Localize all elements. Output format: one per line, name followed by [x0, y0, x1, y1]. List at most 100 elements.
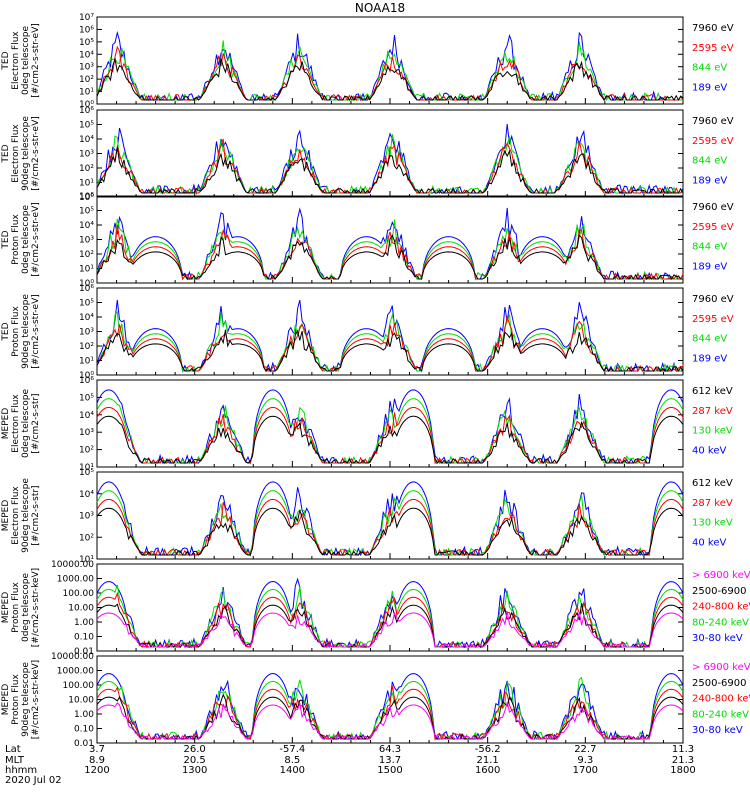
legend-entry: > 6900 keV	[692, 662, 750, 673]
footer-value: 1600	[475, 765, 500, 776]
legend: 612 keV 287 keV 130 keV 40 keV	[692, 478, 733, 548]
legend: 7960 eV 2595 eV 844 eV 189 eV	[692, 294, 734, 364]
y-label-line: MEPED	[1, 592, 11, 624]
y-label-line: MEPED	[1, 408, 11, 440]
panel-5: 10¹ 10² 10³ 10⁴ 10⁵ 10⁶ MEPED Electron Flux 0deg…	[1, 376, 733, 473]
y-label-line: Proton Flux	[11, 674, 21, 725]
footer-value: 64.3	[379, 744, 401, 755]
footer-value: 8.5	[284, 755, 300, 766]
series	[96, 577, 684, 649]
panel-frame	[96, 287, 684, 376]
series-trace	[96, 398, 684, 465]
legend-entry: 612 keV	[692, 478, 733, 489]
y-label-line: TED	[1, 322, 11, 341]
y-label-line: 90deg telescope	[21, 116, 31, 191]
y-axis-label: TED Electron Flux 0deg telescope [#/cm2-s-s…	[1, 23, 41, 98]
y-tick-label: 10¹	[79, 265, 94, 275]
y-tick-label: 10³	[79, 150, 94, 160]
legend-entry: 2595 eV	[692, 43, 734, 54]
y-axis-label: MEPED Electron Flux 0deg telescope [#/cm2-s…	[1, 389, 41, 459]
panel-8: 0.01 0.10 1.00 10.00 100.00 1000.00 10000.00 ME…	[1, 652, 750, 749]
y-label-line: TED	[1, 144, 11, 163]
footer-value: 26.0	[184, 744, 206, 755]
legend-entry: 189 eV	[692, 353, 727, 364]
y-tick-label: 10⁴	[79, 490, 94, 500]
legend: 7960 eV 2595 eV 844 eV 189 eV	[692, 23, 734, 93]
y-tick-label: 10²	[79, 250, 94, 260]
y-tick-label: 10³	[79, 328, 94, 338]
legend-entry: > 6900 keV	[692, 570, 750, 581]
legend-entry: 2595 eV	[692, 314, 734, 325]
series-trace	[96, 490, 684, 557]
footer-row-label: MLT	[5, 755, 25, 766]
series-trace	[96, 30, 683, 102]
series	[96, 389, 684, 465]
footer-value: 9.3	[577, 755, 593, 766]
series-trace	[96, 45, 684, 102]
y-tick-label: 10²	[79, 446, 94, 456]
legend-entry: 844 eV	[692, 242, 727, 253]
legend-entry: 130 keV	[692, 426, 733, 437]
series-trace	[96, 676, 684, 741]
panel-frame	[96, 16, 684, 105]
y-tick-label: 10⁵	[79, 393, 94, 403]
footer-value: 1500	[377, 765, 402, 776]
y-tick-label: 10⁰	[79, 371, 94, 381]
y-axis-label: TED Electron Flux 90deg telescope [#/cm2-s-…	[1, 116, 41, 191]
y-tick-label: 10³	[79, 63, 94, 73]
y-label-line: [#/cm2-s-str-eV]	[31, 294, 41, 369]
y-label-line: TED	[1, 230, 11, 249]
series	[96, 30, 684, 102]
y-tick-label: 10.00	[68, 604, 94, 614]
y-label-line: [#/cm2-s-str-eV]	[31, 202, 41, 277]
legend-entry: 240-800 keV	[692, 694, 750, 705]
series-trace	[96, 611, 684, 648]
y-tick-label: 10⁵	[79, 121, 94, 131]
legend-entry: 189 eV	[692, 261, 727, 272]
y-label-line: 0deg telescope	[21, 573, 31, 643]
y-tick-label: 0.10	[74, 633, 94, 643]
legend-entry: 30-80 keV	[692, 633, 743, 644]
y-tick-label: 0.10	[74, 725, 94, 735]
y-tick-label: 10⁶	[79, 192, 94, 202]
series	[96, 124, 684, 195]
y-axis-label: MEPED Proton Flux 0deg telescope [#/cm2-s-s…	[1, 568, 41, 647]
series-trace	[96, 685, 684, 741]
legend-entry: 2595 eV	[692, 136, 734, 147]
footer-row-label: Lat	[5, 744, 21, 755]
y-tick-label: 10²	[79, 75, 94, 85]
series-trace	[96, 57, 684, 102]
series	[96, 207, 684, 281]
y-tick-label: 1000.00	[57, 575, 94, 585]
series-trace	[96, 207, 683, 281]
y-tick-label: 10¹	[79, 88, 94, 98]
y-label-line: 0deg telescope	[21, 205, 31, 275]
y-tick-label: 100.00	[63, 589, 95, 599]
y-tick-label: 10¹	[79, 463, 94, 473]
legend-entry: 844 eV	[692, 63, 727, 74]
series-trace	[96, 498, 684, 557]
y-label-line: [#/cm2-s-str-keV]	[31, 568, 41, 647]
footer-value: 11.3	[672, 744, 694, 755]
y-tick-label: 10¹	[79, 179, 94, 189]
y-tick-label: 10⁵	[79, 299, 94, 309]
footer-value: 8.9	[89, 755, 105, 766]
series-trace	[96, 234, 683, 281]
y-tick-label: 10⁵	[79, 207, 94, 217]
legend: > 6900 keV 2500-6900 240-800 keV 80-240 keV…	[692, 662, 750, 736]
legend-entry: 287 keV	[692, 406, 733, 417]
y-tick-label: 10³	[79, 428, 94, 438]
y-tick-label: 10⁴	[79, 221, 94, 231]
y-label-line: 90deg telescope	[21, 294, 31, 369]
y-label-line: Proton Flux	[11, 306, 21, 357]
footer-value: 22.7	[574, 744, 596, 755]
y-tick-label: 1000.00	[57, 667, 94, 677]
legend-entry: 7960 eV	[692, 202, 734, 213]
series-trace	[96, 577, 684, 649]
series-trace	[96, 134, 684, 195]
series-trace	[96, 329, 684, 373]
legend-entry: 189 eV	[692, 175, 727, 186]
y-label-line: Proton Flux	[11, 214, 21, 265]
footer-value: 1700	[573, 765, 598, 776]
